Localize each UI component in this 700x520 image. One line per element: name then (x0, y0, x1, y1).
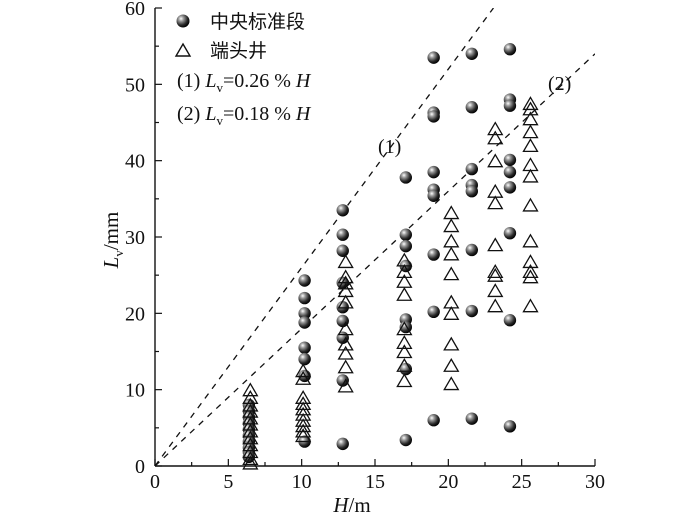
triangle-point (523, 126, 537, 138)
y-tick-label: 20 (125, 303, 145, 325)
triangle-point (488, 155, 502, 167)
triangle-point (339, 347, 353, 359)
sphere-point (466, 101, 478, 113)
sphere-point (298, 353, 310, 365)
sphere-point (466, 244, 478, 256)
triangle-point (488, 265, 502, 277)
triangle-point (523, 139, 537, 151)
sphere-point (337, 438, 349, 450)
sphere-point (298, 274, 310, 286)
x-tick-label: 20 (438, 471, 458, 493)
sphere-point (504, 154, 516, 166)
sphere-point (427, 306, 439, 318)
sphere-point (466, 163, 478, 175)
sphere-point (504, 420, 516, 432)
triangle-point (444, 359, 458, 371)
triangle-point (488, 284, 502, 296)
triangle-point (339, 255, 353, 267)
triangle-point (444, 248, 458, 260)
y-tick-label: 60 (125, 0, 145, 20)
sphere-point (427, 414, 439, 426)
triangle-point (444, 207, 458, 219)
sphere-point (298, 316, 310, 328)
scatter-chart: 0 5 10 15 20 25 30 0 10 20 30 40 50 60 (1) (2) H/m Lv… (0, 0, 700, 520)
sphere-point (298, 341, 310, 353)
y-tick-label: 40 (125, 151, 145, 173)
sphere-point (504, 100, 516, 112)
x-tick-label: 10 (292, 471, 312, 493)
triangle-point (397, 346, 411, 358)
y-tick-label: 0 (135, 456, 145, 478)
legend-series-2: 端头井 (210, 40, 267, 62)
y-axis-title: Lv/mm (99, 212, 126, 270)
sphere-point (400, 240, 412, 252)
sphere-point (427, 248, 439, 260)
line-2-label: (2) (548, 73, 571, 95)
x-tick-label: 30 (585, 471, 605, 493)
triangle-point (523, 199, 537, 211)
y-tick-label: 50 (125, 74, 145, 96)
y-tick-label: 10 (125, 380, 145, 402)
sphere-point (427, 166, 439, 178)
x-tick-label: 5 (223, 471, 233, 493)
triangle-point (488, 239, 502, 251)
triangle-point (444, 235, 458, 247)
sphere-point (427, 190, 439, 202)
legend-triangle-marker (176, 44, 190, 56)
triangle-point (444, 268, 458, 280)
sphere-point (504, 314, 516, 326)
sphere-point (466, 412, 478, 424)
triangle-point (488, 197, 502, 209)
triangle-point (397, 288, 411, 300)
sphere-point (504, 43, 516, 55)
sphere-point (504, 181, 516, 193)
triangle-point (523, 170, 537, 182)
triangle-point (444, 307, 458, 319)
sphere-point (427, 51, 439, 63)
triangle-point (523, 235, 537, 247)
sphere-point (427, 110, 439, 122)
legend-line-1: (1) Lv=0.26 % H (177, 70, 312, 95)
triangle-point (444, 220, 458, 232)
legend: 中央标准段 端头井 (1) Lv=0.26 % H (2) Lv=0.18 % … (176, 11, 312, 128)
sphere-point (337, 245, 349, 257)
sphere-point (504, 166, 516, 178)
legend-series-1: 中央标准段 (210, 11, 305, 33)
sphere-point (466, 185, 478, 197)
sphere-point (400, 229, 412, 241)
sphere-point (298, 292, 310, 304)
x-tick-label: 15 (365, 471, 385, 493)
sphere-point (466, 305, 478, 317)
sphere-point (337, 229, 349, 241)
sphere-point (504, 227, 516, 239)
triangle-point (339, 361, 353, 373)
triangle-point (444, 378, 458, 390)
sphere-point (400, 171, 412, 183)
sphere-point (400, 434, 412, 446)
line-1-label: (1) (378, 136, 401, 158)
sphere-point (337, 204, 349, 216)
legend-line-2: (2) Lv=0.18 % H (177, 103, 312, 128)
x-tick-label: 25 (512, 471, 532, 493)
triangle-point (243, 384, 257, 396)
x-tick-label: 0 (150, 471, 160, 493)
x-axis-title: H/m (332, 493, 370, 517)
triangle-point (488, 300, 502, 312)
triangle-point (444, 338, 458, 350)
triangle-point (488, 269, 502, 281)
triangle-point (397, 375, 411, 387)
triangle-point (523, 300, 537, 312)
y-tick-label: 30 (125, 227, 145, 249)
sphere-point (466, 48, 478, 60)
legend-sphere-marker (177, 15, 190, 28)
